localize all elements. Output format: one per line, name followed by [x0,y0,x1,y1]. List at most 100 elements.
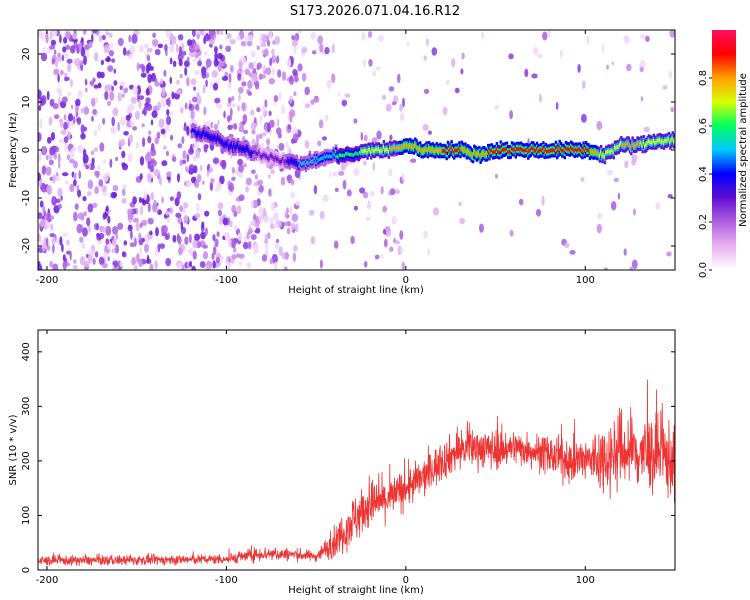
noise-blob [102,159,107,164]
noise-blob [81,37,84,43]
ridge-segment [613,145,617,150]
noise-blob [229,220,233,228]
noise-blob [201,221,205,229]
noise-blob [166,171,172,178]
noise-blob [399,247,404,253]
noise-blob [389,188,396,196]
noise-blob [130,230,133,240]
ridge-segment [317,158,320,163]
ridge-segment [213,135,216,140]
noise-blob [509,229,514,237]
noise-blob [318,119,324,129]
noise-blob [96,223,99,231]
ridge-segment [665,139,668,143]
noise-blob [256,45,260,50]
ridge-segment [627,141,630,146]
ridge-segment [622,143,625,148]
ridge-segment [390,147,393,152]
noise-blob [94,186,99,195]
noise-blob [162,145,167,150]
noise-blob [152,32,157,39]
noise-blob [102,172,109,183]
noise-blob [41,188,47,193]
ridge-segment [497,150,500,154]
noise-blob [104,90,109,101]
ridge-segment [507,150,510,154]
ridge-segment [219,138,222,142]
snr-marks [38,379,675,567]
ridge-segment [204,133,207,138]
ridge-segment [425,146,428,151]
noise-blob [76,117,82,125]
ridge-segment [654,141,657,145]
noise-blob [169,206,173,215]
noise-blob [45,34,49,44]
noise-blob [266,138,270,146]
noise-blob [150,159,157,167]
noise-blob [75,98,81,107]
noise-blob [141,219,148,226]
spectrogram-x-tick-label: -200 [36,275,59,286]
noise-blob [213,46,218,53]
noise-blob [631,259,638,270]
noise-blob [376,130,382,140]
noise-blob [377,35,384,42]
ridge-segment [228,146,231,150]
ridge-segment [600,150,603,154]
noise-blob [139,173,143,180]
noise-blob [158,118,165,128]
noise-blob [91,97,96,107]
noise-blob [107,65,114,72]
ridge-segment [659,138,662,142]
ridge-segment [378,149,382,154]
ridge-segment [548,149,551,154]
ridge-segment [419,146,422,150]
ridge-segment [201,132,205,136]
snr-x-tick-label: 0 [403,575,409,586]
noise-blob [250,109,255,116]
ridge-segment [441,149,445,153]
ridge-segment [662,141,666,145]
noise-blob [149,230,153,236]
noise-blob [194,179,200,189]
noise-blob [202,180,205,185]
noise-blob [82,154,89,164]
snr-y-tick-label: 200 [21,451,32,470]
noise-blob [197,193,202,201]
noise-blob [324,114,329,122]
noise-blob [146,54,151,62]
snr-x-tick-label: -200 [36,575,59,586]
noise-blob [159,177,163,186]
noise-blob [382,94,387,101]
noise-blob [241,102,246,112]
ridge-segment [502,147,505,152]
noise-blob [45,237,49,248]
noise-blob [87,203,94,213]
noise-blob [645,35,650,43]
noise-blob [292,252,297,263]
noise-blob [538,93,542,103]
noise-blob [139,222,143,229]
noise-blob [123,131,129,136]
noise-blob [199,30,205,36]
noise-blob [245,177,252,186]
noise-blob [189,233,192,244]
noise-blob [238,93,241,102]
noise-blob [38,89,42,99]
noise-blob [242,241,249,250]
noise-blob [54,152,57,160]
noise-blob [122,88,128,94]
noise-blob [154,48,161,56]
ridge-segment [296,161,299,165]
noise-blob [107,256,110,262]
ridge-segment [533,148,536,153]
noise-blob [154,136,160,145]
ridge-segment [530,146,534,150]
noise-blob [132,86,138,95]
ridge-segment [616,145,619,149]
colorbar: 0.0 0.2 0.4 0.6 0.8 Normalized spectral ampl… [698,30,749,278]
noise-blob [104,84,111,92]
noise-blob [237,232,243,241]
noise-blob [264,233,269,242]
